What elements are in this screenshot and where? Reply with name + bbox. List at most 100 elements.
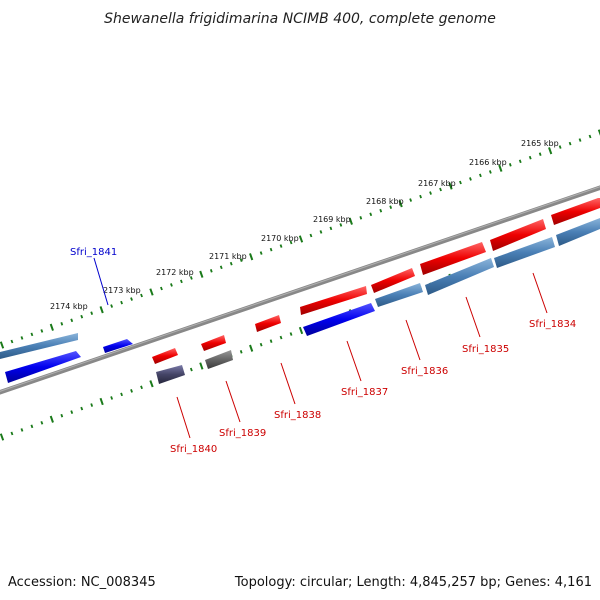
major-tick	[199, 270, 204, 278]
minor-tick	[40, 420, 44, 425]
gene-feature[interactable]	[551, 198, 600, 225]
minor-tick	[239, 350, 243, 354]
topology-label: Topology: circular; Length: 4,845,257 bp…	[234, 575, 592, 590]
minor-tick	[20, 428, 24, 432]
minor-tick	[120, 392, 123, 397]
minor-tick	[110, 396, 114, 400]
gene-label-sfri-1835: Sfri_1835	[462, 344, 509, 355]
cds-feature[interactable]	[303, 303, 375, 336]
gene-labels: Sfri_1841 Sfri_1840 Sfri_1839 Sfri_1838 …	[70, 247, 576, 455]
major-tick	[49, 323, 54, 331]
minor-tick	[120, 300, 123, 305]
minor-tick	[309, 233, 313, 238]
minor-tick	[369, 212, 373, 217]
minor-tick	[30, 424, 34, 429]
minor-tick	[429, 191, 432, 195]
gene-label-sfri-1840: Sfri_1840	[170, 444, 217, 455]
major-tick	[298, 235, 304, 243]
gene-label-sfri-1836: Sfri_1836	[401, 366, 448, 377]
rna-feature[interactable]	[0, 333, 78, 359]
scale-labels: 2174 kbp 2173 kbp 2172 kbp 2171 kbp 2170…	[50, 139, 559, 311]
minor-tick	[80, 406, 84, 411]
minor-tick	[339, 223, 343, 227]
minor-tick	[70, 410, 74, 415]
scale-label: 2169 kbp	[313, 215, 351, 224]
minor-tick	[60, 413, 64, 418]
scale-label: 2165 kbp	[521, 139, 559, 148]
gene-sfri-1839[interactable]	[201, 335, 226, 351]
rna-feature[interactable]	[494, 237, 555, 268]
major-tick	[298, 326, 304, 335]
leader-line	[465, 296, 481, 338]
scale-label: 2166 kbp	[469, 158, 507, 167]
minor-tick	[259, 251, 263, 255]
gene-sfri-1834[interactable]	[490, 219, 546, 251]
leader-line	[225, 380, 241, 423]
minor-tick	[229, 261, 233, 266]
scale-label: 2167 kbp	[418, 179, 456, 188]
forward-strand-features	[0, 198, 600, 364]
scale-ticks-upper	[0, 129, 600, 349]
minor-tick	[60, 322, 64, 326]
gene-label-sfri-1834: Sfri_1834	[529, 319, 576, 330]
minor-tick	[558, 145, 562, 149]
minor-tick	[578, 138, 582, 142]
minor-tick	[170, 283, 173, 287]
minor-tick	[389, 205, 393, 209]
scale-label: 2168 kbp	[366, 197, 404, 206]
minor-tick	[219, 265, 223, 270]
gene-sfri-1836[interactable]	[371, 268, 415, 293]
reverse-strand-features	[5, 218, 600, 384]
scale-label: 2170 kbp	[261, 234, 299, 243]
minor-tick	[140, 385, 143, 390]
rna-feature[interactable]	[425, 258, 494, 295]
minor-tick	[239, 258, 243, 262]
minor-tick	[209, 269, 213, 273]
scale-label: 2171 kbp	[209, 252, 247, 261]
scale-label: 2173 kbp	[103, 286, 141, 295]
minor-tick	[90, 311, 94, 315]
leader-line	[176, 396, 191, 439]
scale-label: 2174 kbp	[50, 302, 88, 311]
genome-backbone	[0, 185, 600, 395]
minor-tick	[289, 240, 293, 245]
minor-tick	[538, 152, 542, 156]
major-tick	[548, 147, 553, 155]
other-feature[interactable]	[205, 350, 233, 369]
minor-tick	[20, 336, 24, 340]
minor-tick	[259, 342, 263, 347]
rna-feature[interactable]	[556, 218, 600, 246]
major-tick	[398, 200, 403, 208]
minor-tick	[30, 332, 34, 337]
major-tick	[199, 362, 204, 370]
rna-feature[interactable]	[375, 283, 423, 307]
minor-tick	[40, 329, 44, 333]
minor-tick	[10, 431, 14, 436]
major-tick	[149, 288, 154, 296]
minor-tick	[70, 318, 74, 323]
gene-sfri-1840[interactable]	[152, 348, 178, 364]
gene-sfri-1837[interactable]	[300, 286, 367, 315]
minor-tick	[130, 297, 133, 301]
minor-tick	[419, 194, 422, 199]
genome-backbone-highlight	[0, 186, 600, 392]
gene-sfri-1841[interactable]	[103, 339, 133, 353]
major-tick	[249, 253, 254, 261]
minor-tick	[110, 304, 114, 308]
minor-tick	[189, 367, 193, 372]
pseudo-feature[interactable]	[156, 365, 185, 384]
minor-tick	[588, 134, 592, 139]
gene-sfri-1835[interactable]	[420, 242, 486, 275]
gene-sfri-1838[interactable]	[255, 315, 281, 332]
minor-tick	[479, 173, 482, 178]
minor-tick	[90, 403, 94, 407]
minor-tick	[528, 155, 532, 160]
minor-tick	[379, 208, 383, 213]
major-tick	[249, 344, 254, 352]
cds-feature[interactable]	[5, 351, 81, 383]
minor-tick	[508, 163, 512, 167]
leader-line	[280, 362, 296, 405]
minor-tick	[488, 170, 492, 174]
minor-tick	[160, 286, 163, 291]
